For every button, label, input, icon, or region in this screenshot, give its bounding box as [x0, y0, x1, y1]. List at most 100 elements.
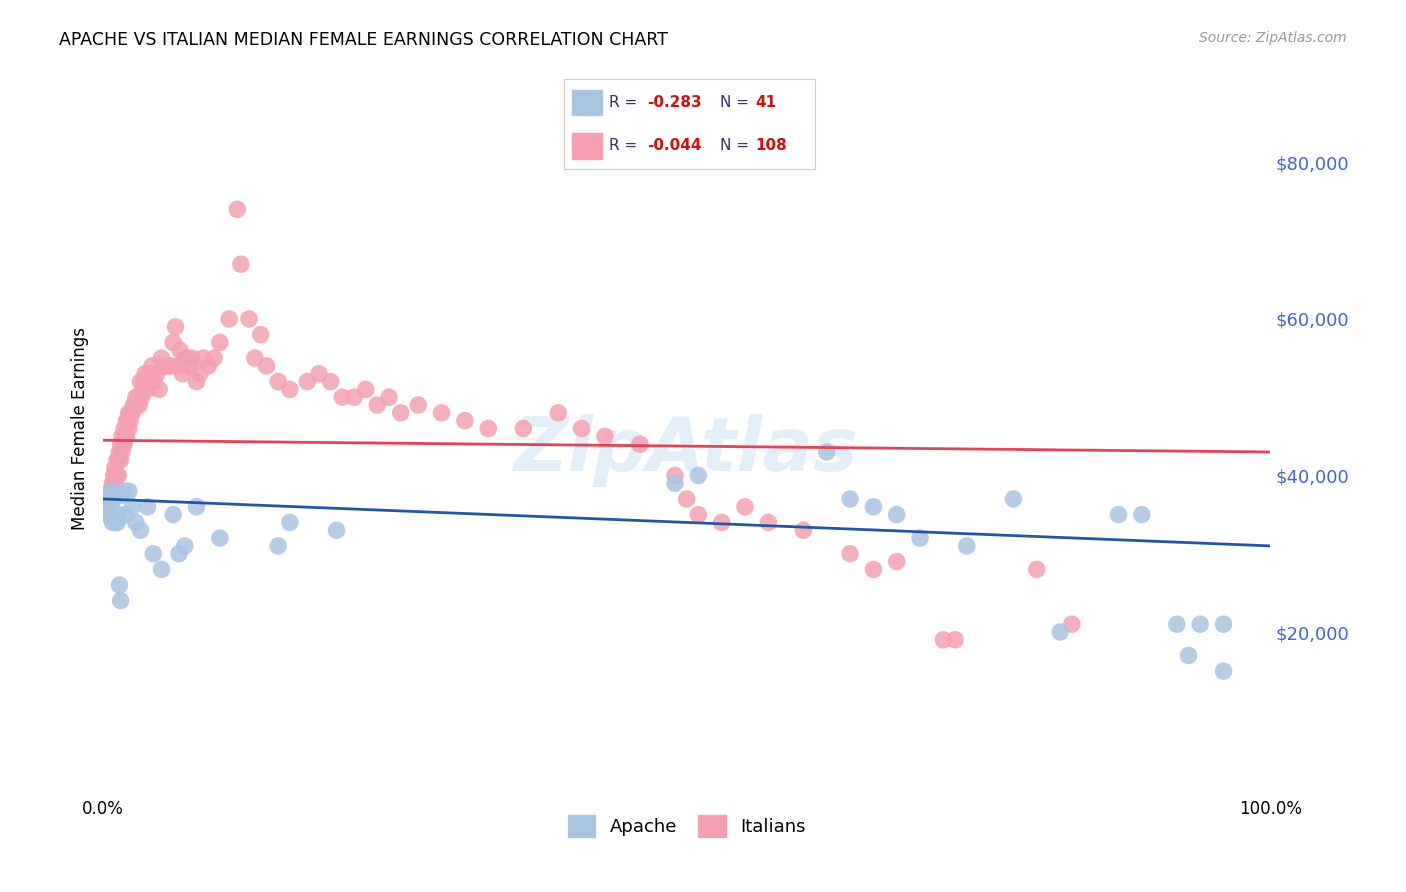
- Point: [129, 375, 152, 389]
- Point: [100, 491, 122, 506]
- Point: [943, 632, 966, 647]
- Point: [1108, 508, 1130, 522]
- Y-axis label: Median Female Earnings: Median Female Earnings: [72, 327, 89, 530]
- Point: [267, 375, 290, 389]
- Point: [932, 632, 955, 647]
- Point: [319, 375, 342, 389]
- Point: [143, 375, 166, 389]
- Point: [139, 367, 162, 381]
- Point: [101, 476, 124, 491]
- Point: [103, 491, 125, 506]
- Point: [159, 359, 181, 373]
- Point: [108, 578, 131, 592]
- Point: [325, 523, 347, 537]
- Point: [97, 500, 120, 514]
- Point: [1049, 625, 1071, 640]
- Point: [121, 406, 143, 420]
- Point: [120, 406, 142, 420]
- Text: ZipAtlas: ZipAtlas: [515, 414, 859, 487]
- Point: [862, 562, 884, 576]
- Point: [114, 508, 136, 522]
- Point: [688, 508, 710, 522]
- Legend: Apache, Italians: Apache, Italians: [561, 808, 813, 845]
- Point: [628, 437, 651, 451]
- Point: [593, 429, 616, 443]
- Point: [100, 496, 122, 510]
- Point: [571, 421, 593, 435]
- Point: [792, 523, 814, 537]
- Point: [176, 351, 198, 365]
- Point: [710, 516, 733, 530]
- Point: [839, 491, 862, 506]
- Point: [956, 539, 979, 553]
- Point: [1212, 664, 1234, 678]
- Point: [173, 351, 195, 365]
- Point: [756, 516, 779, 530]
- Point: [125, 516, 148, 530]
- Point: [128, 398, 150, 412]
- Text: APACHE VS ITALIAN MEDIAN FEMALE EARNINGS CORRELATION CHART: APACHE VS ITALIAN MEDIAN FEMALE EARNINGS…: [59, 31, 668, 49]
- Point: [111, 488, 134, 502]
- Point: [97, 491, 120, 506]
- Point: [180, 351, 202, 365]
- Point: [1025, 562, 1047, 576]
- Point: [675, 491, 697, 506]
- Point: [197, 359, 219, 373]
- Point: [112, 484, 135, 499]
- Point: [108, 445, 131, 459]
- Point: [146, 367, 169, 381]
- Point: [208, 335, 231, 350]
- Point: [118, 406, 141, 420]
- Text: Source: ZipAtlas.com: Source: ZipAtlas.com: [1199, 31, 1347, 45]
- Point: [110, 437, 132, 451]
- Point: [218, 312, 240, 326]
- Point: [165, 319, 187, 334]
- Point: [110, 453, 132, 467]
- Point: [132, 375, 155, 389]
- Point: [186, 500, 208, 514]
- Point: [1166, 617, 1188, 632]
- Point: [256, 359, 278, 373]
- Point: [125, 390, 148, 404]
- Point: [173, 539, 195, 553]
- Point: [115, 429, 138, 443]
- Point: [156, 359, 179, 373]
- Point: [134, 367, 156, 381]
- Point: [249, 327, 271, 342]
- Point: [103, 484, 125, 499]
- Point: [107, 468, 129, 483]
- Point: [135, 375, 157, 389]
- Point: [267, 539, 290, 553]
- Point: [815, 445, 838, 459]
- Point: [226, 202, 249, 217]
- Point: [172, 367, 194, 381]
- Point: [127, 390, 149, 404]
- Point: [136, 383, 159, 397]
- Point: [97, 508, 120, 522]
- Point: [104, 508, 127, 522]
- Point: [1212, 617, 1234, 632]
- Point: [186, 375, 208, 389]
- Point: [378, 390, 401, 404]
- Point: [862, 500, 884, 514]
- Point: [354, 383, 377, 397]
- Point: [389, 406, 412, 420]
- Point: [238, 312, 260, 326]
- Point: [477, 421, 499, 435]
- Point: [886, 555, 908, 569]
- Point: [162, 335, 184, 350]
- Point: [124, 398, 146, 412]
- Point: [343, 390, 366, 404]
- Point: [141, 359, 163, 373]
- Point: [121, 500, 143, 514]
- Point: [664, 468, 686, 483]
- Point: [131, 390, 153, 404]
- Point: [100, 484, 122, 499]
- Point: [512, 421, 534, 435]
- Point: [118, 421, 141, 435]
- Point: [208, 531, 231, 545]
- Point: [243, 351, 266, 365]
- Point: [104, 460, 127, 475]
- Point: [101, 491, 124, 506]
- Point: [366, 398, 388, 412]
